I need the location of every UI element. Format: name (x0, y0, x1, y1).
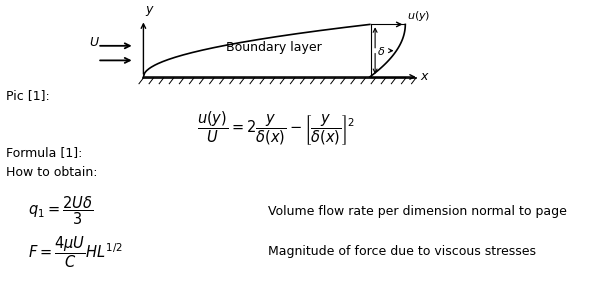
Text: $q_1 = \dfrac{2U\delta}{3}$: $q_1 = \dfrac{2U\delta}{3}$ (28, 195, 93, 227)
Text: Volume flow rate per dimension normal to page: Volume flow rate per dimension normal to… (268, 205, 566, 218)
Text: Formula [1]:: Formula [1]: (6, 146, 82, 159)
Text: Pic [1]:: Pic [1]: (6, 88, 49, 102)
Text: How to obtain:: How to obtain: (6, 166, 98, 179)
Text: $x$: $x$ (420, 70, 430, 83)
Text: $u(y)$: $u(y)$ (407, 9, 430, 23)
Text: $y$: $y$ (145, 4, 155, 18)
Text: Boundary layer: Boundary layer (226, 41, 322, 54)
Text: $\delta$: $\delta$ (377, 45, 385, 57)
Text: $U$: $U$ (89, 36, 100, 50)
Text: $F = \dfrac{4\mu U}{C}HL^{1/2}$: $F = \dfrac{4\mu U}{C}HL^{1/2}$ (28, 234, 123, 270)
Text: Magnitude of force due to viscous stresses: Magnitude of force due to viscous stress… (268, 245, 536, 258)
Text: $\dfrac{u(y)}{U} = 2\dfrac{y}{\delta(x)} - \left[\dfrac{y}{\delta(x)}\right]^2$: $\dfrac{u(y)}{U} = 2\dfrac{y}{\delta(x)}… (197, 110, 355, 148)
